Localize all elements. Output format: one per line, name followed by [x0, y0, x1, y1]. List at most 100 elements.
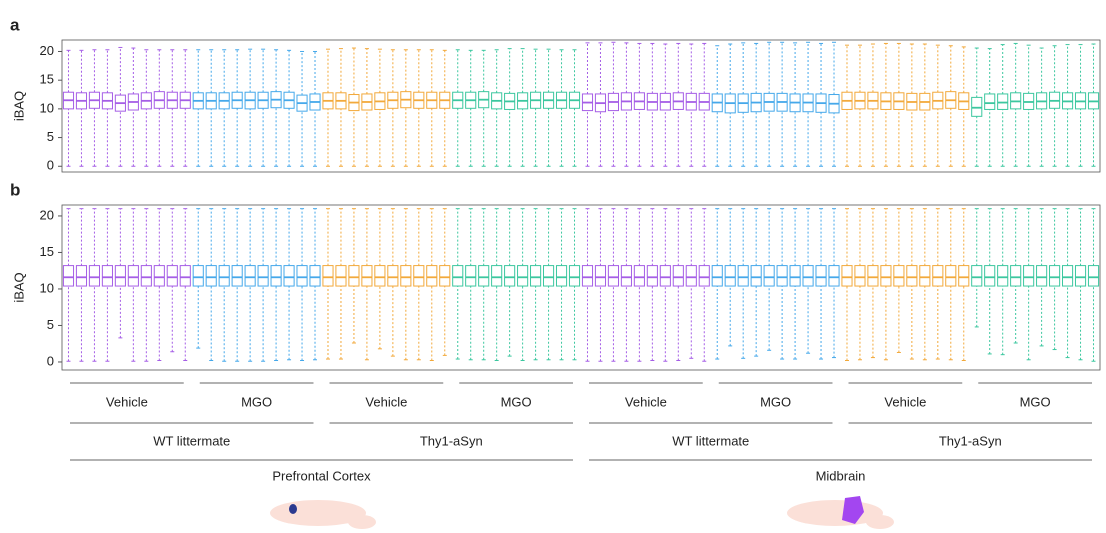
box [89, 266, 99, 286]
plot-frame [62, 40, 1100, 172]
box [232, 266, 242, 286]
box [985, 94, 995, 109]
box [998, 266, 1008, 286]
box [466, 266, 476, 286]
box [167, 266, 177, 286]
y-tick-label: 5 [47, 317, 54, 332]
box [816, 266, 826, 286]
plot-frame [62, 205, 1100, 370]
box [154, 266, 164, 286]
box [505, 266, 515, 286]
group-label: Vehicle [106, 394, 148, 409]
box [141, 266, 151, 286]
y-tick-label: 10 [40, 100, 54, 115]
box [63, 266, 73, 286]
box [881, 266, 891, 286]
y-tick-label: 15 [40, 244, 54, 259]
group-label: WT littermate [672, 433, 749, 448]
box [1088, 266, 1098, 286]
y-tick-label: 10 [40, 280, 54, 295]
group-label: MGO [1020, 394, 1051, 409]
box [868, 266, 878, 286]
box [479, 266, 489, 286]
box [842, 266, 852, 286]
box [894, 266, 904, 286]
group-label: Vehicle [365, 394, 407, 409]
panel-label: a [10, 15, 20, 34]
group-label: WT littermate [153, 433, 230, 448]
box [323, 266, 333, 286]
box [427, 266, 437, 286]
group-label: Vehicle [884, 394, 926, 409]
panel-label: b [10, 180, 20, 199]
box [777, 266, 787, 286]
box [1024, 266, 1034, 286]
box [764, 266, 774, 286]
y-tick-label: 20 [40, 207, 54, 222]
group-label: Thy1-aSyn [420, 433, 483, 448]
box [920, 266, 930, 286]
box [595, 266, 605, 286]
brain-icon-prefrontal [270, 500, 376, 529]
box [1050, 266, 1060, 286]
box [673, 266, 683, 286]
box [128, 266, 138, 286]
box [1075, 266, 1085, 286]
figure: aiBAQ05101520biBAQ05101520VehicleMGOVehi… [0, 0, 1106, 533]
box [284, 266, 294, 286]
box [206, 266, 216, 286]
box [401, 266, 411, 286]
y-tick-label: 20 [40, 43, 54, 58]
box [790, 266, 800, 286]
box [310, 266, 320, 286]
group-label: Thy1-aSyn [939, 433, 1002, 448]
box [258, 266, 268, 286]
box [738, 266, 748, 286]
box [336, 266, 346, 286]
box [855, 266, 865, 286]
box [362, 266, 372, 286]
group-label: Midbrain [816, 468, 866, 483]
box [297, 266, 307, 286]
box [349, 266, 359, 286]
box [414, 266, 424, 286]
y-axis-title: iBAQ [11, 272, 26, 302]
box [582, 266, 592, 286]
group-label: MGO [241, 394, 272, 409]
box [699, 266, 709, 286]
box [102, 266, 112, 286]
group-label: MGO [760, 394, 791, 409]
box [388, 266, 398, 286]
group-label: MGO [501, 394, 532, 409]
box [193, 266, 203, 286]
box [453, 266, 463, 286]
y-tick-label: 0 [47, 353, 54, 368]
box [933, 266, 943, 286]
box [1011, 266, 1021, 286]
box [660, 266, 670, 286]
box [686, 266, 696, 286]
box [608, 266, 618, 286]
y-tick-label: 15 [40, 72, 54, 87]
box [556, 266, 566, 286]
box [245, 266, 255, 286]
box [803, 266, 813, 286]
box [725, 266, 735, 286]
box [946, 266, 956, 286]
box [1037, 266, 1047, 286]
box [544, 266, 554, 286]
box [751, 266, 761, 286]
box [959, 266, 969, 286]
box [219, 266, 229, 286]
box [271, 266, 281, 286]
box [985, 266, 995, 286]
box [712, 266, 722, 286]
y-axis-title: iBAQ [11, 91, 26, 121]
y-tick-label: 5 [47, 129, 54, 144]
box [569, 266, 579, 286]
group-label: Prefrontal Cortex [272, 468, 371, 483]
box [375, 266, 385, 286]
box [972, 266, 982, 286]
box [180, 266, 190, 286]
box [115, 266, 125, 286]
